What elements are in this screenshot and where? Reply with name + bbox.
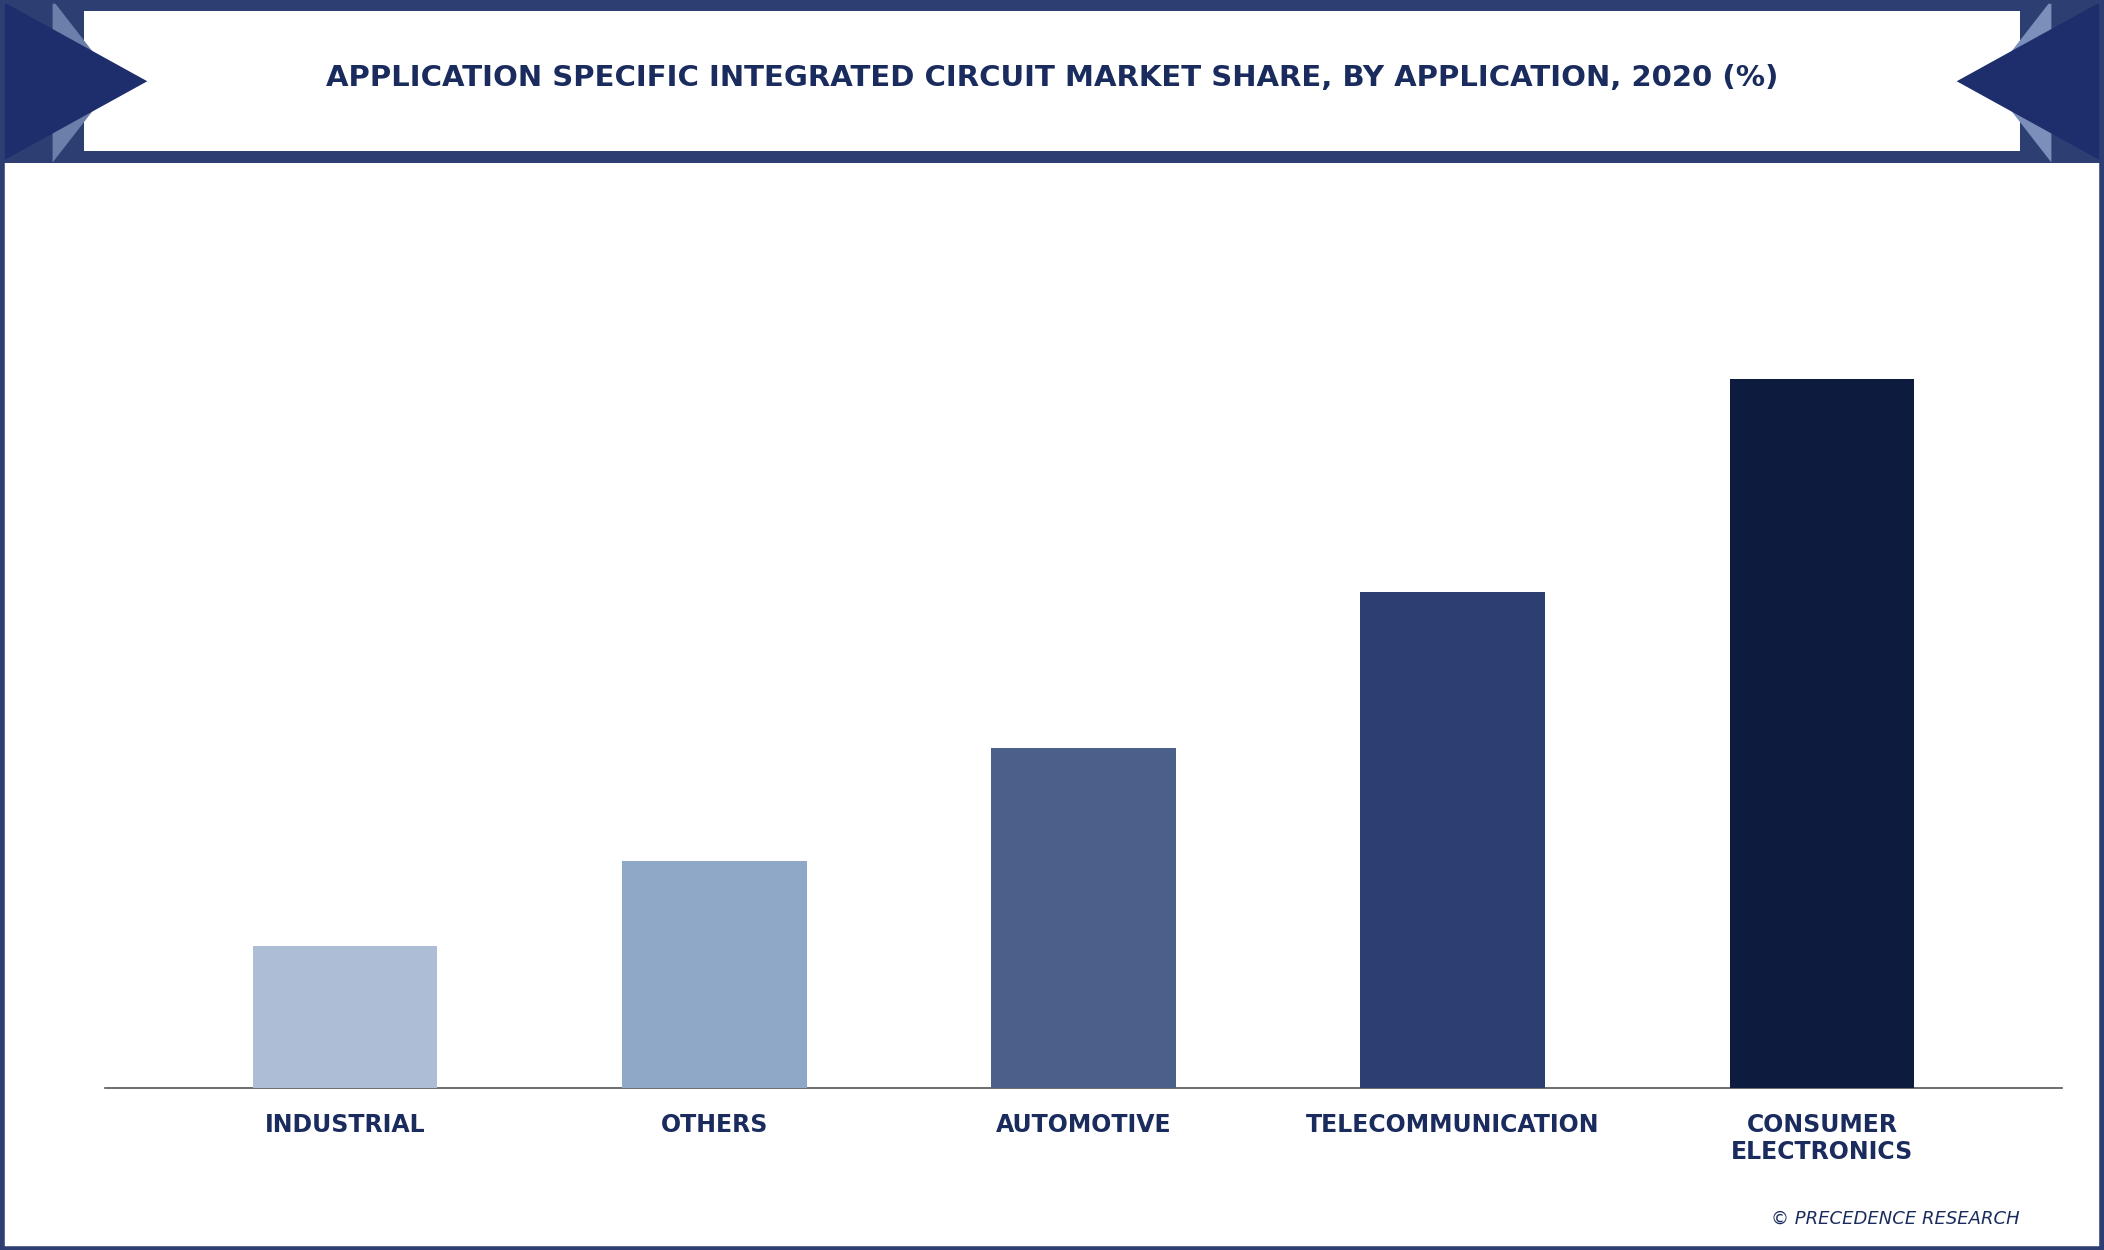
Text: © PRECEDENCE RESEARCH: © PRECEDENCE RESEARCH — [1772, 1210, 2020, 1228]
Text: APPLICATION SPECIFIC INTEGRATED CIRCUIT MARKET SHARE, BY APPLICATION, 2020 (%): APPLICATION SPECIFIC INTEGRATED CIRCUIT … — [326, 64, 1778, 92]
Bar — [1729, 379, 1915, 1088]
Polygon shape — [1957, 0, 2104, 162]
Bar — [623, 861, 806, 1088]
Bar — [252, 946, 438, 1088]
Polygon shape — [1988, 0, 2051, 162]
Bar — [991, 748, 1176, 1088]
FancyBboxPatch shape — [0, 0, 2104, 162]
Polygon shape — [0, 0, 147, 162]
Polygon shape — [53, 0, 116, 162]
Bar — [1361, 591, 1544, 1088]
FancyBboxPatch shape — [84, 11, 2020, 151]
